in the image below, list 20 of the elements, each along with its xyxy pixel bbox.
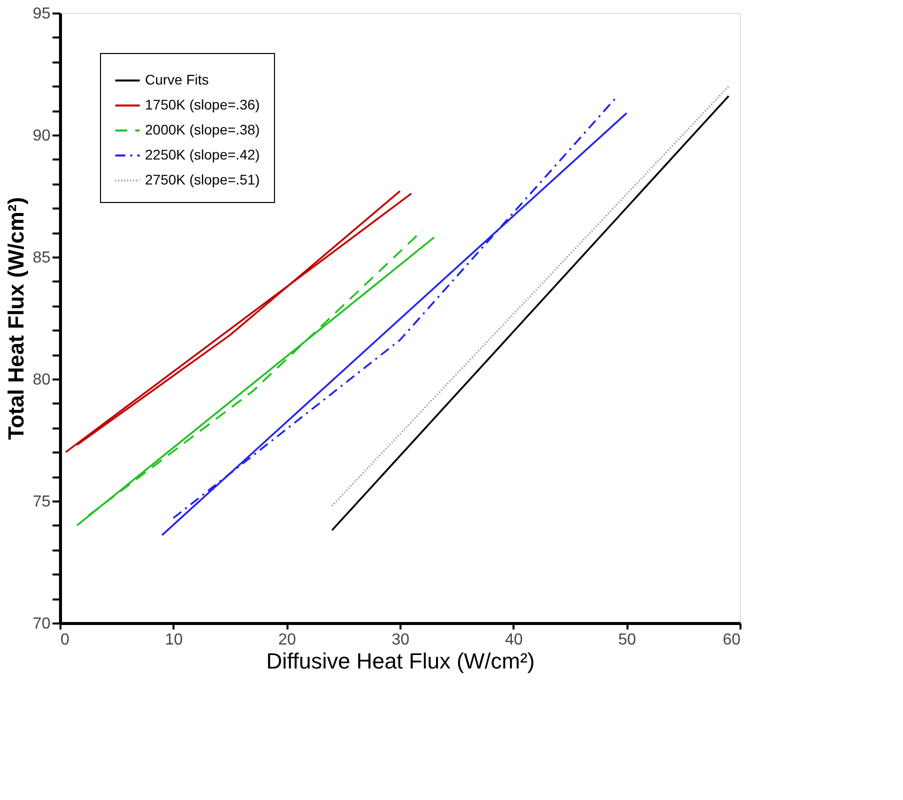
y-tick-label: 70	[32, 616, 51, 632]
y-axis-title: Total Heat Flux (W/cm²)	[4, 197, 29, 440]
x-axis-title: Diffusive Heat Flux (W/cm²)	[266, 648, 535, 674]
legend-label: 2250K (slope=.42)	[145, 146, 260, 162]
x-tick-label: 0	[60, 632, 70, 648]
x-tick-label: 60	[722, 632, 741, 648]
x-tick-label: 40	[504, 632, 523, 648]
y-tick-label: 90	[32, 128, 51, 144]
y-tick-label: 95	[32, 6, 51, 22]
x-tick-label: 20	[278, 632, 296, 648]
legend-label: 2750K (slope=.51)	[145, 172, 260, 188]
y-tick-label: 85	[32, 250, 51, 266]
legend-label: 1750K (slope=.36)	[145, 96, 260, 112]
x-tick-label: 30	[392, 632, 410, 648]
legend-label: 2000K (slope=.38)	[145, 122, 260, 138]
y-tick-label: 80	[32, 372, 51, 388]
x-tick-label: 10	[164, 632, 183, 648]
x-tick-label: 50	[618, 632, 636, 648]
legend-label: Curve Fits	[145, 72, 209, 88]
y-tick-label: 75	[32, 494, 51, 510]
